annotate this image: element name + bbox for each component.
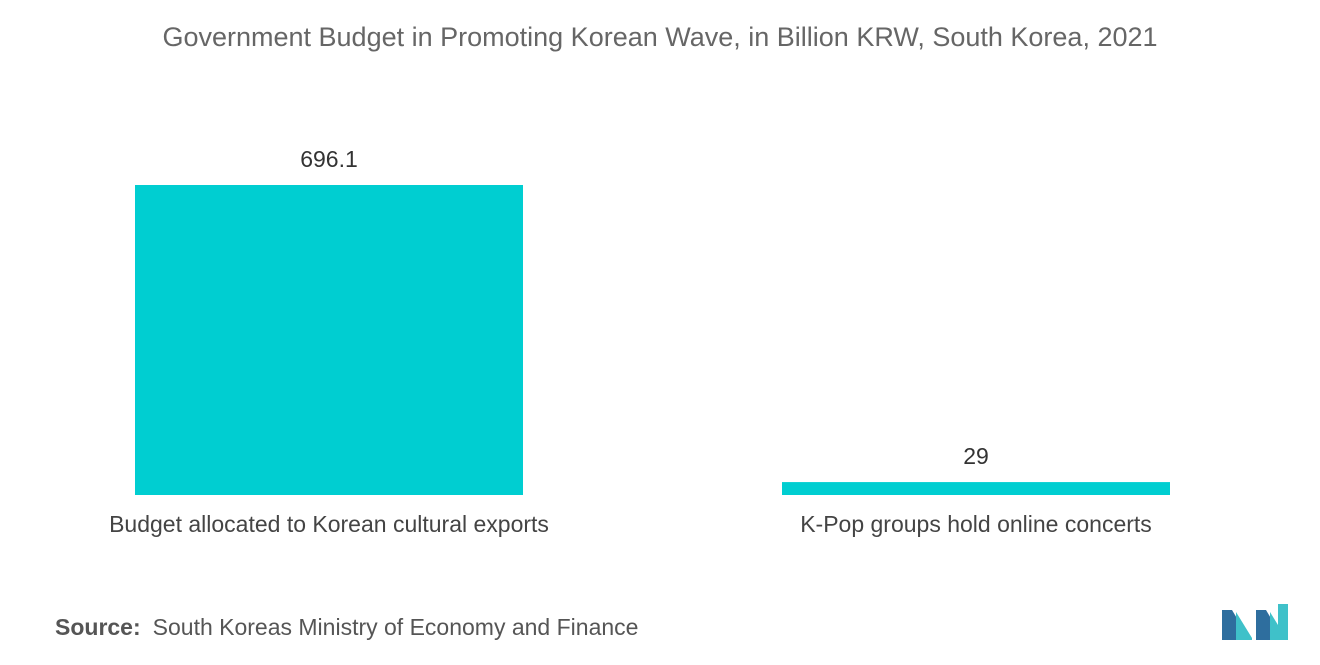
source-note: Source: South Koreas Ministry of Economy …: [55, 614, 638, 641]
bar-1: [135, 185, 523, 495]
bar-2: [782, 482, 1170, 495]
data-label-1: 696.1: [300, 146, 358, 172]
source-label: Source:: [55, 614, 141, 640]
data-label-2: 29: [963, 443, 989, 469]
category-label-1: Budget allocated to Korean cultural expo…: [109, 511, 549, 537]
mordor-intelligence-logo-icon: [1222, 604, 1288, 640]
chart-title: Government Budget in Promoting Korean Wa…: [162, 22, 1158, 52]
category-label-2: K-Pop groups hold online concerts: [800, 511, 1152, 537]
source-text: South Koreas Ministry of Economy and Fin…: [152, 614, 639, 640]
